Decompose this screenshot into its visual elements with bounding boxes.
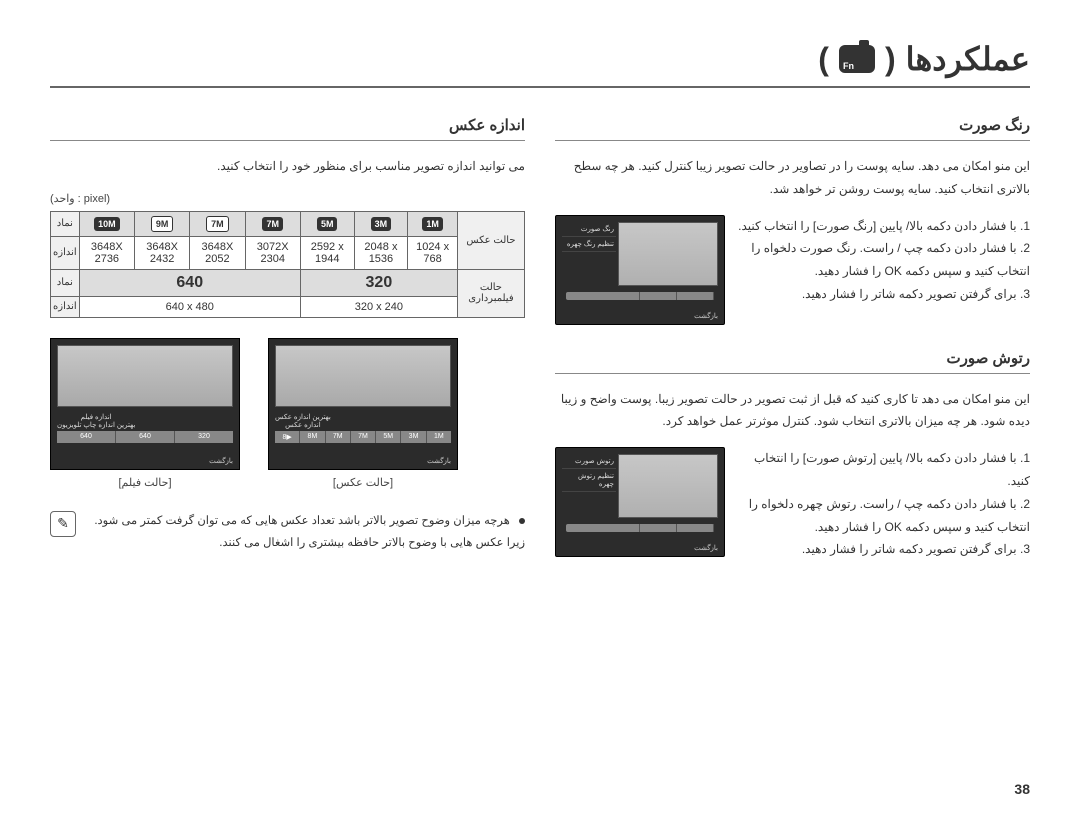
- mode-sub-label: بهترین اندازه عکس: [275, 413, 331, 421]
- size-icon: 3M: [371, 217, 392, 231]
- mode-sub-label: بهترین اندازه چاپ تلویزیون: [57, 421, 135, 429]
- step1: 1. با فشار دادن دکمه بالا/ پایین [رتوش ص…: [737, 447, 1030, 493]
- mode-photo-thumb: [275, 345, 451, 407]
- size-icon: 5M: [317, 217, 338, 231]
- face-retouch-intro: این منو امکان می دهد تا کاری کنید که قبل…: [555, 388, 1030, 434]
- table-cell: 2048 x 1536: [354, 236, 408, 269]
- bullet-icon: [519, 518, 525, 524]
- step3: 3. برای گرفتن تصویر دکمه شاتر را فشار ده…: [737, 538, 1030, 561]
- step2: 2. با فشار دادن دکمه چپ / راست. رتوش چهر…: [737, 493, 1030, 539]
- strip-cell: 320: [175, 431, 233, 443]
- pixel-unit-note: (واحد : pixel): [50, 192, 525, 205]
- page-title: عملکردها ( Fn ): [50, 40, 1030, 88]
- right-column: رنگ صورت این منو امکان می دهد. سایه پوست…: [555, 116, 1030, 575]
- mode-sub-label: اندازه عکس: [275, 421, 331, 429]
- lcd-menu-item: رنگ صورت: [562, 222, 616, 237]
- row-label-icon: نماد: [51, 269, 80, 296]
- size-icon: 1M: [422, 217, 443, 231]
- face-color-steps: 1. با فشار دادن دکمه بالا/ پایین [رنگ صو…: [737, 215, 1030, 325]
- table-cell: 320 x 240: [300, 296, 457, 317]
- video-size-icon: 320: [366, 274, 393, 291]
- size-icon: 9M: [151, 216, 174, 232]
- row-label-size: اندازه: [51, 236, 80, 269]
- section-face-retouch-title: رتوش صورت: [555, 349, 1030, 374]
- lcd-preview-face-retouch: رتوش صورت تنظیم رتوش چهره بازگشت: [555, 447, 725, 557]
- step1: 1. با فشار دادن دکمه بالا/ پایین [رنگ صو…: [737, 215, 1030, 238]
- mode-photo-thumb: [57, 345, 233, 407]
- lcd-back-label: بازگشت: [427, 457, 451, 465]
- mode-caption-video: [حالت فیلم]: [50, 476, 240, 489]
- camera-fn-icon: Fn: [839, 45, 875, 73]
- table-cell: 1024 x 768: [408, 236, 458, 269]
- lcd-back-label: بازگشت: [209, 457, 233, 465]
- mode-preview-video: اندازه فیلم بهترین اندازه چاپ تلویزیون 6…: [50, 338, 240, 489]
- table-cell: 3648X 2736: [79, 236, 134, 269]
- step2: 2. با فشار دادن دکمه چپ / راست. رنگ صورت…: [737, 237, 1030, 283]
- strip-cell: 640: [116, 431, 175, 443]
- left-column: اندازه عکس می توانید اندازه تصویر مناسب …: [50, 116, 525, 575]
- lcd-photo-thumb: [618, 222, 718, 286]
- lcd-menu-item: تنظیم رنگ چهره: [562, 237, 616, 252]
- note-box: هرچه میزان وضوح تصویر بالاتر باشد تعداد …: [50, 511, 525, 555]
- table-cell: 640 x 480: [79, 296, 300, 317]
- step3: 3. برای گرفتن تصویر دکمه شاتر را فشار ده…: [737, 283, 1030, 306]
- size-icon: 10M: [94, 217, 120, 231]
- size-icon: 7M: [262, 217, 283, 231]
- section-face-color-title: رنگ صورت: [555, 116, 1030, 141]
- mode-preview-photo: بهترین اندازه عکس اندازه عکس 8▶8M7M7M5M3…: [268, 338, 458, 489]
- lcd-menu-item: رتوش صورت: [562, 454, 616, 469]
- title-text: عملکردها: [906, 40, 1030, 78]
- note-text: هرچه میزان وضوح تصویر بالاتر باشد تعداد …: [94, 515, 525, 549]
- size-table: نماد 10M 9M 7M 7M 5M 3M 1M حالت عکس اندا…: [50, 211, 525, 318]
- table-cell: 2592 x 1944: [300, 236, 354, 269]
- lcd-preview-face-color: رنگ صورت تنظیم رنگ چهره بازگشت: [555, 215, 725, 325]
- table-cell: 3648X 2052: [190, 236, 245, 269]
- face-retouch-steps: 1. با فشار دادن دکمه بالا/ پایین [رتوش ص…: [737, 447, 1030, 561]
- row-label-icon: نماد: [51, 211, 80, 236]
- page-number: 38: [1014, 781, 1030, 797]
- note-icon: ✎: [50, 511, 76, 537]
- row-label-mode-photo: حالت عکس: [457, 211, 524, 269]
- strip-cell: 640: [57, 431, 116, 443]
- mode-caption-photo: [حالت عکس]: [268, 476, 458, 489]
- lcd-back-label: بازگشت: [694, 312, 718, 320]
- lcd-back-label: بازگشت: [694, 544, 718, 552]
- face-color-intro: این منو امکان می دهد. سایه پوست را در تص…: [555, 155, 1030, 201]
- section-image-size-title: اندازه عکس: [50, 116, 525, 141]
- row-label-mode-video: حالت فیلمبرداری: [457, 269, 524, 317]
- row-label-size: اندازه: [51, 296, 80, 317]
- video-size-icon: 640: [176, 274, 203, 291]
- lcd-photo-thumb: [618, 454, 718, 518]
- mode-sub-label: اندازه فیلم: [57, 413, 135, 421]
- table-cell: 3648X 2432: [134, 236, 189, 269]
- table-cell: 3072X 2304: [245, 236, 300, 269]
- lcd-menu-item: تنظیم رتوش چهره: [562, 469, 616, 492]
- size-icon: 7M: [206, 216, 229, 232]
- image-size-intro: می توانید اندازه تصویر مناسب برای منظور …: [50, 155, 525, 178]
